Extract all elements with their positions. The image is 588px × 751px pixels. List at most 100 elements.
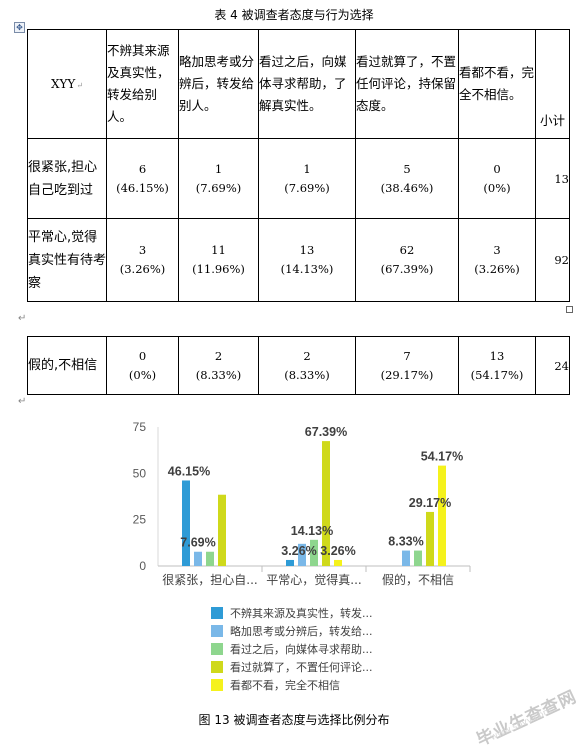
table-cell: 13 (14.13%) <box>258 218 356 302</box>
data-label: 7.69% <box>180 536 215 550</box>
cell-percent: (14.13%) <box>280 262 334 276</box>
y-tick-label: 50 <box>133 466 147 480</box>
table-cell: 0 (0%) <box>106 336 179 395</box>
bar-chart: 0 25 50 75 很紧张，担心自... 平常心，觉得真... 假的，不相信 46.15% 7… <box>133 420 471 692</box>
cell-percent: (7.69%) <box>284 180 330 195</box>
cell-count: 13 <box>489 348 505 363</box>
table-resize-handle[interactable] <box>566 306 573 313</box>
cell-count: 1 <box>214 161 223 176</box>
cell-count: 0 <box>493 161 501 176</box>
cell-count: 1 <box>303 161 311 176</box>
table-cell: 2 (8.33%) <box>178 336 259 395</box>
cell-percent: (7.69%) <box>195 180 242 195</box>
cell-percent: (67.39%) <box>380 262 434 276</box>
cell-count: 2 <box>303 348 311 363</box>
col-header-3: 看过之后，向媒体寻求帮助，了解真实性。 <box>258 29 356 139</box>
table-cell: 2 (8.33%) <box>258 336 356 395</box>
corner-label: XYY <box>50 77 76 91</box>
bar <box>182 480 190 566</box>
x-tick-label: 很紧张，担心自... <box>162 573 257 587</box>
bar <box>206 551 214 566</box>
bar <box>194 551 202 566</box>
y-tick-label: 75 <box>133 420 147 434</box>
cell-percent: (3.26%) <box>474 262 520 276</box>
bar <box>402 550 410 566</box>
figure-caption: 图 13 被调查者态度与选择比例分布 <box>198 713 390 727</box>
row-total: 24 <box>535 336 570 395</box>
y-tick-label: 25 <box>133 513 147 527</box>
legend-label: 略加思考或分辨后，转发给... <box>230 624 373 638</box>
table-cell: 13 (54.17%) <box>458 336 536 395</box>
bar <box>426 511 434 566</box>
bar <box>414 550 422 566</box>
data-label: 3.26% <box>281 544 316 558</box>
col-header-4: 看过就算了，不置任何评论，持保留态度。 <box>355 29 459 139</box>
cell-count: 6 <box>138 161 147 176</box>
data-label: 8.33% <box>388 535 423 549</box>
cell-count: 11 <box>211 243 226 257</box>
header-row: XYY↵ 不辨其来源及真实性，转发给别人。 略加思考或分辨后，转发给别人。 看过… <box>27 29 570 139</box>
table-cell: 3 (3.26%) <box>106 218 179 302</box>
x-tick-label: 假的，不相信 <box>382 572 454 587</box>
cell-count: 3 <box>138 243 147 257</box>
legend-swatch <box>211 607 223 619</box>
data-label: 46.15% <box>168 464 210 478</box>
data-label: 14.13% <box>291 524 333 538</box>
bar <box>322 441 330 566</box>
bar <box>218 494 226 566</box>
table-title: 表 4 被调查者态度与行为选择 <box>214 8 374 22</box>
legend-swatch <box>211 625 223 637</box>
data-label: 29.17% <box>409 496 451 510</box>
cell-percent: (0%) <box>128 367 157 382</box>
cell-percent: (46.15%) <box>116 180 169 195</box>
table-cell: 11 (11.96%) <box>178 218 259 302</box>
cell-count: 0 <box>138 348 147 363</box>
data-label: 67.39% <box>305 425 347 439</box>
cell-percent: (11.96%) <box>192 262 245 276</box>
col-header-1: 不辨其来源及真实性，转发给别人。 <box>106 29 179 139</box>
bar <box>334 559 342 566</box>
table-row: 假的,不相信 0 (0%) 2 (8.33%) 2 (8.33%) 7 (29.17%)… <box>27 336 570 395</box>
cell-count: 2 <box>214 348 223 363</box>
col-header-total: 小计 <box>535 29 570 139</box>
cell-percent: (3.26%) <box>119 262 166 276</box>
legend-label: 看都不看，完全不相信 <box>230 678 340 692</box>
cell-percent: (8.33%) <box>195 367 242 382</box>
survey-table-continued: 假的,不相信 0 (0%) 2 (8.33%) 2 (8.33%) 7 (29.17%)… <box>27 336 570 395</box>
cell-percent: (38.46%) <box>380 180 434 195</box>
row-label: 很紧张,担心自己吃到过 <box>27 138 107 219</box>
cell-percent: (8.33%) <box>284 367 330 382</box>
row-total: 92 <box>535 218 570 302</box>
table-cell: 1 (7.69%) <box>178 138 259 219</box>
cell-count: 3 <box>493 243 501 257</box>
cell-count: 13 <box>299 243 315 257</box>
data-label: 3.26% <box>320 544 355 558</box>
legend-label: 不辨其来源及真实性，转发... <box>230 606 373 620</box>
bar <box>438 465 446 566</box>
cell-count: 5 <box>403 161 411 176</box>
paragraph-mark: ↵ <box>18 396 27 407</box>
table-row: 平常心,觉得真实性有待考察 3 (3.26%) 11 (11.96%) 13 (14.… <box>27 218 570 302</box>
x-tick-label: 平常心，觉得真... <box>266 572 361 587</box>
bar <box>298 543 306 566</box>
data-label: 54.17% <box>421 450 463 464</box>
table-cell: 6 (46.15%) <box>106 138 179 219</box>
table-cell: 5 (38.46%) <box>355 138 459 219</box>
bar <box>310 539 318 566</box>
cell-percent: (29.17%) <box>380 367 434 382</box>
table-row: 很紧张,担心自己吃到过 6 (46.15%) 1 (7.69%) 1 (7.69%) … <box>27 138 570 219</box>
legend-label: 看过之后，向媒体寻求帮助... <box>230 642 373 656</box>
y-tick-label: 0 <box>139 559 146 573</box>
paragraph-mark: ↵ <box>18 313 27 324</box>
legend-swatch <box>211 643 223 655</box>
cell-count: 62 <box>399 243 415 257</box>
table-cell: 62 (67.39%) <box>355 218 459 302</box>
legend-swatch <box>211 661 223 673</box>
bar <box>286 559 294 566</box>
col-header-2: 略加思考或分辨后，转发给别人。 <box>178 29 259 139</box>
col-header-5: 看都不看，完全不相信。 <box>458 29 536 139</box>
row-label: 平常心,觉得真实性有待考察 <box>27 218 107 302</box>
cell-percent: (54.17%) <box>470 367 524 382</box>
table-move-handle[interactable]: ✥ <box>14 22 25 33</box>
cell-percent: (0%) <box>483 180 511 195</box>
